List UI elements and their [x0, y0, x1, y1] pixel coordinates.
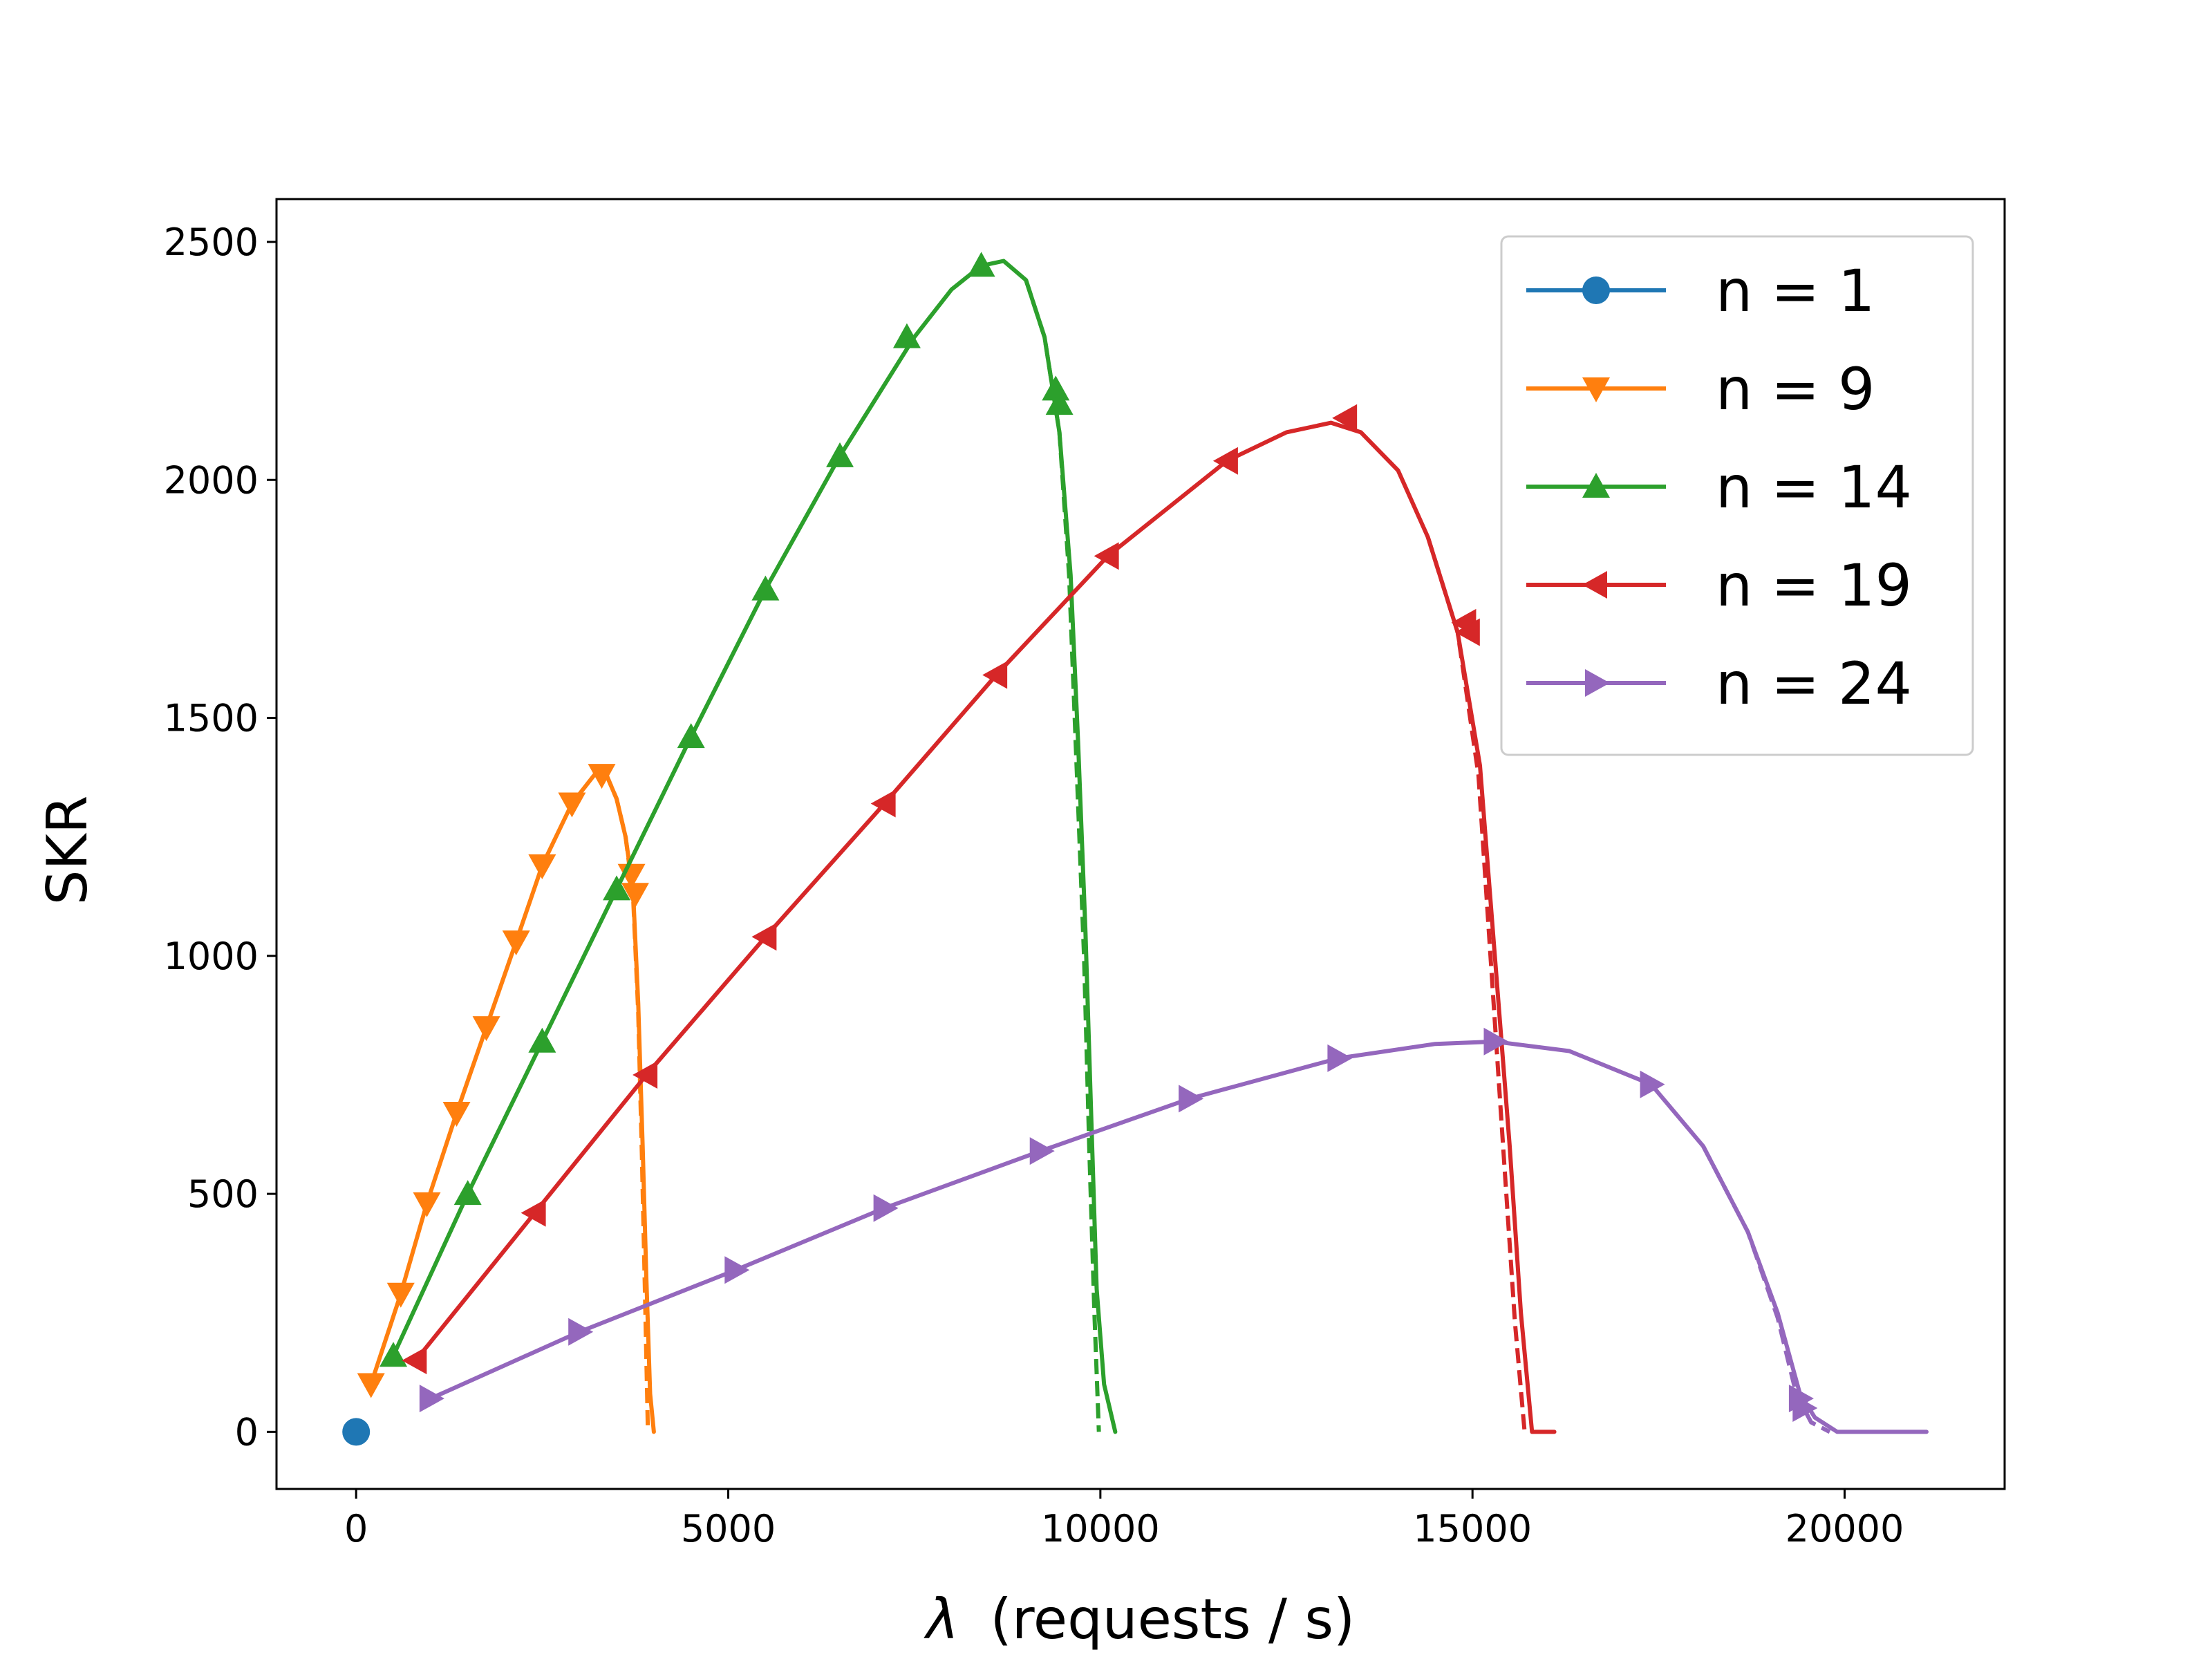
data-point — [870, 789, 896, 818]
y-axis: 0 500 1000 1500 2000 2500 — [164, 221, 276, 1454]
data-point — [419, 1385, 444, 1413]
series-1 — [342, 1418, 371, 1446]
data-point — [472, 1016, 500, 1042]
data-point — [342, 1418, 371, 1446]
x-axis: 0 5000 10000 15000 20000 — [344, 1489, 1904, 1550]
legend-item: n = 1 — [1526, 257, 1875, 325]
series-dashed-line — [1701, 1145, 1831, 1434]
y-axis-label: SKR — [35, 796, 100, 906]
series-5 — [419, 1027, 1929, 1434]
legend-label: n = 19 — [1716, 552, 1912, 619]
legend-box — [1500, 235, 1974, 756]
legend-marker — [1582, 571, 1607, 599]
x-tick-label: 20000 — [1785, 1507, 1904, 1550]
legend: n = 1 n = 9 n = 14 n = 19 n = 24 — [1500, 235, 1974, 756]
data-point — [453, 1180, 482, 1206]
data-point — [621, 883, 649, 908]
data-point — [402, 1347, 427, 1375]
x-tick-label: 15000 — [1413, 1507, 1532, 1550]
data-point — [502, 930, 530, 956]
series-3 — [379, 252, 1118, 1434]
x-tick-label: 10000 — [1041, 1507, 1160, 1550]
x-axis-symbol: λ — [924, 1587, 959, 1651]
legend-item: n = 9 — [1526, 355, 1875, 423]
series-4 — [402, 404, 1557, 1434]
legend-item: n = 24 — [1526, 650, 1912, 718]
x-axis-label-text: (requests / s) — [991, 1587, 1356, 1651]
legend-marker — [1585, 669, 1610, 697]
data-point — [632, 1060, 658, 1089]
legend-marker — [1582, 276, 1610, 304]
x-tick-label: 0 — [344, 1507, 368, 1550]
legend-item: n = 19 — [1526, 552, 1912, 619]
series-dashed-line — [603, 771, 650, 1432]
data-point — [528, 1027, 556, 1053]
legend-item: n = 14 — [1526, 453, 1912, 521]
legend-marker — [1582, 473, 1610, 498]
y-tick-label: 2000 — [164, 458, 259, 502]
data-point — [1042, 375, 1070, 401]
data-point — [892, 323, 921, 348]
series-line — [413, 420, 1557, 1434]
data-point — [1179, 1085, 1204, 1113]
legend-label: n = 24 — [1716, 650, 1912, 718]
data-point — [724, 1256, 750, 1284]
data-point — [1640, 1070, 1665, 1098]
data-point — [521, 1199, 546, 1227]
series-line — [428, 1039, 1929, 1434]
data-point — [1332, 404, 1358, 432]
data-point — [357, 1373, 385, 1398]
data-point — [1327, 1044, 1353, 1072]
data-point — [413, 1192, 441, 1217]
legend-label: n = 9 — [1716, 355, 1875, 423]
y-tick-label: 0 — [235, 1410, 259, 1454]
data-point — [379, 1342, 408, 1367]
series-dashed-line — [1024, 279, 1101, 1432]
x-tick-label: 5000 — [681, 1507, 776, 1550]
data-point — [1029, 1137, 1055, 1165]
y-tick-label: 1000 — [164, 935, 259, 978]
data-point — [982, 661, 1008, 689]
data-point — [751, 923, 777, 951]
legend-label: n = 1 — [1716, 257, 1875, 325]
data-point — [967, 252, 995, 277]
data-point — [588, 764, 616, 789]
y-tick-label: 2500 — [164, 221, 259, 264]
data-point — [603, 875, 631, 901]
data-point — [1792, 1394, 1818, 1422]
y-tick-label: 1500 — [164, 697, 259, 740]
data-point — [826, 442, 854, 467]
data-point — [1212, 447, 1238, 475]
data-point — [558, 792, 586, 818]
data-point — [677, 723, 705, 749]
x-axis-label: λ (requests / s) — [924, 1587, 1355, 1651]
data-point — [1045, 390, 1074, 415]
plot-frame — [275, 198, 2006, 1490]
data-point — [1094, 542, 1119, 570]
data-point — [751, 575, 780, 601]
data-point — [1483, 1027, 1509, 1056]
data-point — [568, 1318, 594, 1346]
data-point — [386, 1282, 415, 1308]
series-layer — [342, 252, 1929, 1446]
legend-marker — [1582, 377, 1610, 402]
data-point — [442, 1102, 471, 1127]
y-tick-label: 500 — [187, 1172, 259, 1216]
data-point — [873, 1194, 899, 1222]
series-2 — [357, 764, 656, 1434]
data-point — [1454, 618, 1480, 646]
data-point — [528, 854, 556, 879]
legend-label: n = 14 — [1716, 453, 1912, 521]
series-line — [391, 259, 1118, 1434]
